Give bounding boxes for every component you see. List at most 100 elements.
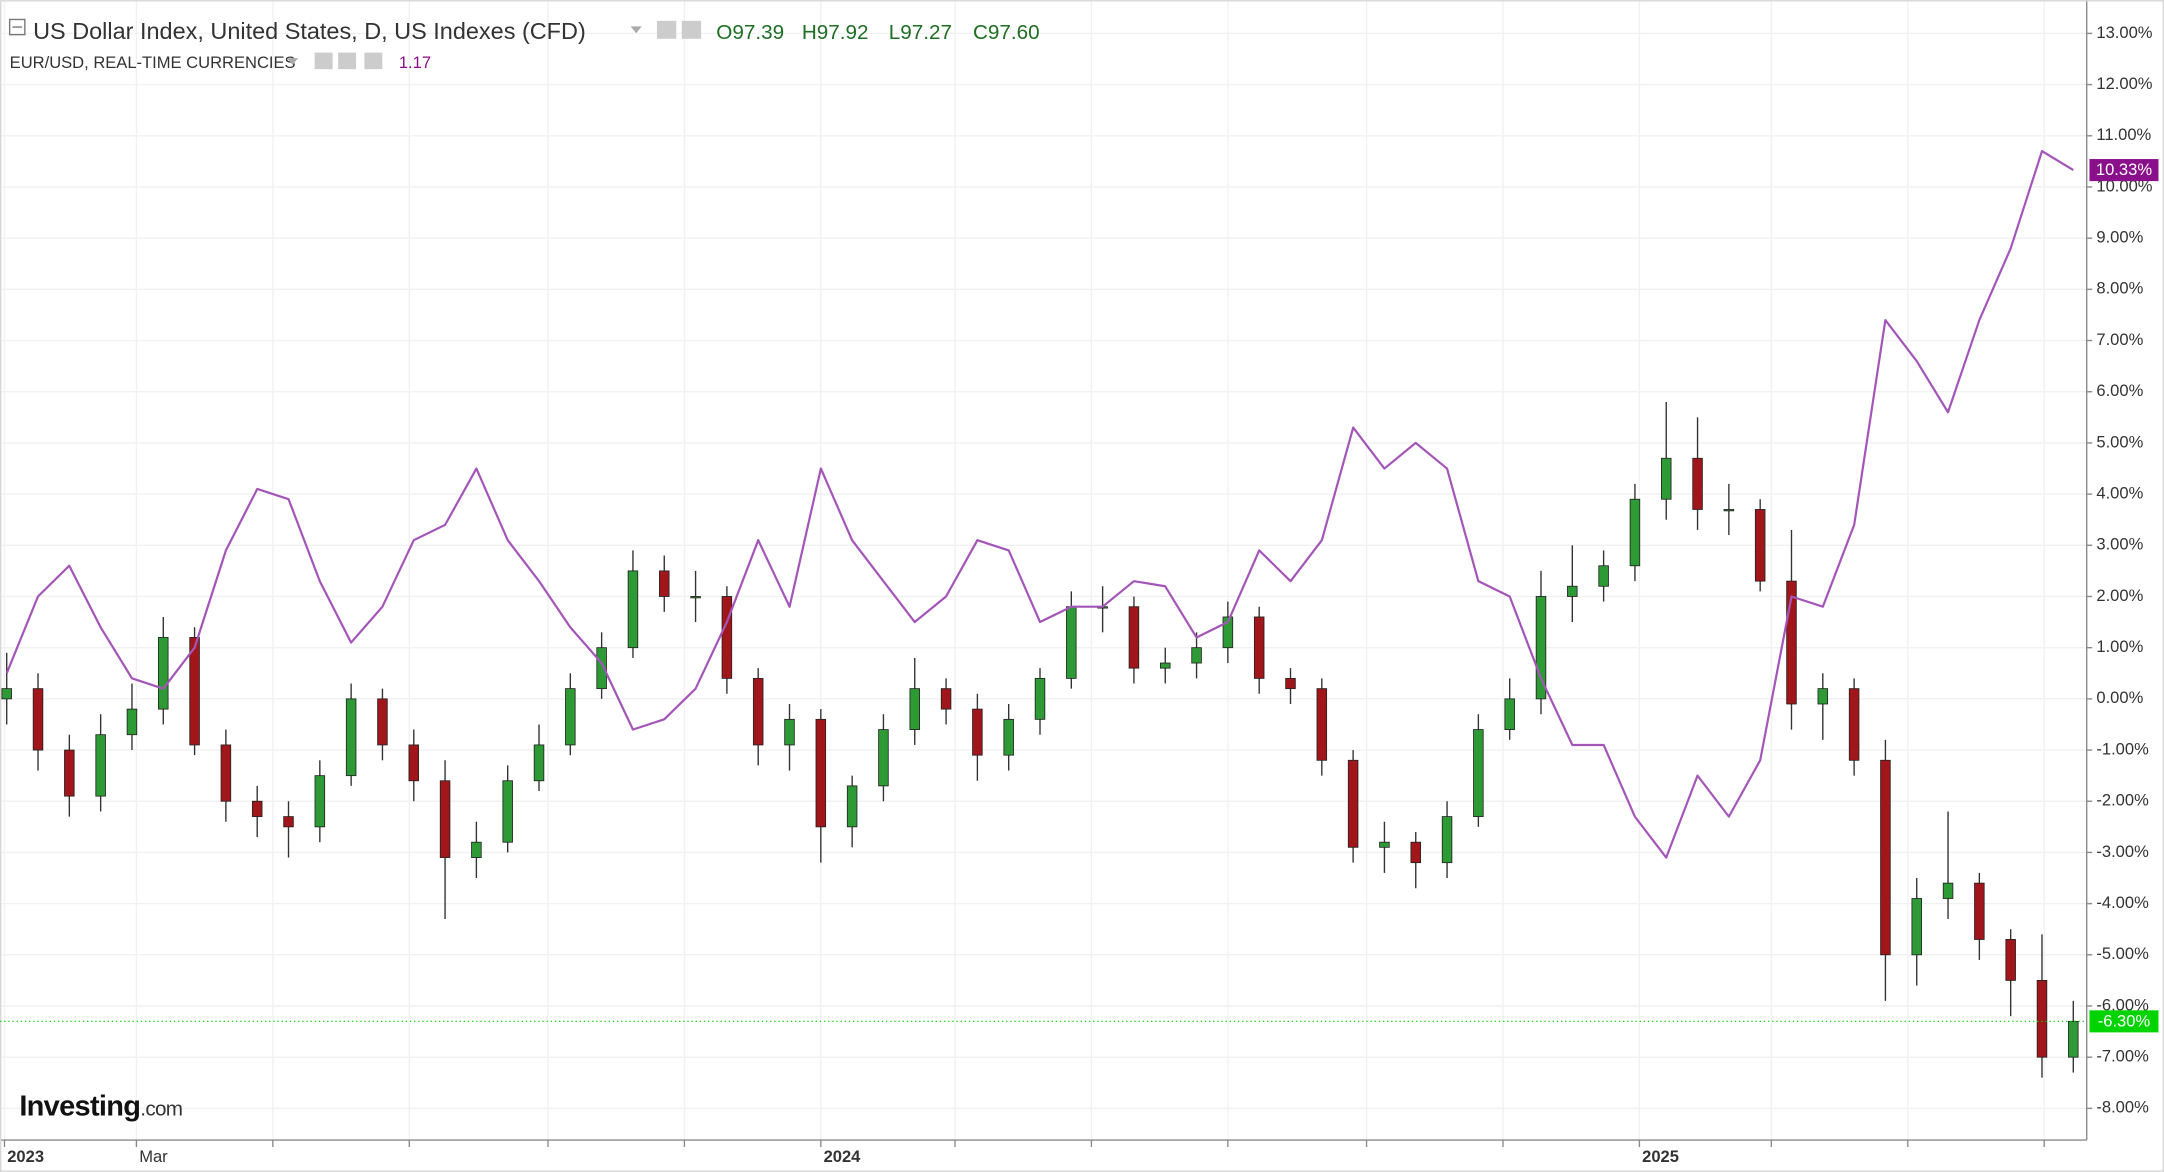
last-value-tag — [2089, 159, 2159, 182]
candle-body — [1003, 718, 1014, 756]
candle-body — [909, 688, 920, 730]
candle-body — [1817, 688, 1829, 705]
x-tick-label: Mar — [139, 1147, 168, 1166]
remove-icon[interactable] — [364, 52, 383, 70]
y-tick-label: -8.00% — [2096, 1098, 2149, 1117]
candle-body — [1692, 457, 1703, 510]
candle-body — [439, 780, 451, 858]
candle-body — [1473, 729, 1484, 818]
candle-body — [1, 688, 12, 700]
candle-body — [95, 734, 106, 797]
candle-body — [1942, 882, 1954, 899]
x-tick-label: 2023 — [7, 1147, 44, 1166]
candle-body — [1974, 882, 1985, 940]
settings-icon[interactable] — [681, 20, 702, 39]
candle-body — [1660, 457, 1672, 500]
settings-icon[interactable] — [338, 52, 357, 70]
logo: Investing.com — [19, 1090, 183, 1122]
candle-body — [1191, 647, 1202, 664]
x-tick-label: 2024 — [824, 1147, 862, 1166]
settings-icon[interactable] — [314, 52, 333, 70]
y-tick-label: -3.00% — [2096, 842, 2149, 861]
y-tick-label: 12.00% — [2096, 74, 2152, 93]
candle-body — [283, 816, 294, 828]
plot — [1, 150, 2079, 1078]
candle-body — [878, 729, 889, 787]
candle-body — [408, 744, 420, 782]
y-tick-label: 3.00% — [2096, 535, 2143, 554]
candle-body — [1754, 509, 1766, 582]
dropdown-arrow[interactable] — [287, 58, 299, 66]
candle-body — [1066, 606, 1077, 679]
collapse-icon[interactable] — [8, 18, 26, 36]
candle-body — [158, 637, 169, 710]
candle-body — [1034, 677, 1046, 720]
candle-body — [1880, 759, 1891, 956]
y-tick-label: 8.00% — [2096, 279, 2143, 298]
x-tick-label: 2025 — [1642, 1147, 1679, 1166]
candle-body — [596, 647, 607, 690]
candle-body — [533, 744, 545, 782]
candle-body — [251, 800, 263, 818]
candle-body — [1911, 898, 1922, 956]
ohlc-high: H97.92 — [802, 21, 869, 44]
candle-body — [1316, 688, 1328, 761]
candle-body — [1160, 662, 1171, 669]
series-price: 1.17 — [399, 53, 431, 72]
candle-body — [189, 637, 200, 746]
y-tick-label: -1.00% — [2096, 739, 2149, 758]
candle-body — [1441, 816, 1453, 864]
y-tick-label: 13.00% — [2096, 23, 2152, 42]
candle-body — [1567, 585, 1578, 597]
candle-body — [721, 596, 733, 679]
ohlc-open: O97.39 — [716, 21, 784, 44]
candle-body — [502, 780, 513, 843]
y-tick-label: 11.00% — [2096, 125, 2151, 144]
dropdown-arrow[interactable] — [630, 26, 642, 34]
y-tick-label: 5.00% — [2096, 432, 2143, 451]
candle-body — [345, 698, 357, 777]
y-tick-label: -6.00% — [2096, 995, 2149, 1014]
candle-body — [1128, 606, 1140, 669]
candle-body — [471, 841, 482, 858]
candle-body — [752, 677, 764, 746]
candle-body — [972, 708, 983, 756]
y-tick-label: 2.00% — [2096, 586, 2143, 605]
last-price-label: -6.30% — [2098, 1011, 2151, 1030]
settings-icon[interactable] — [656, 20, 677, 39]
legend: US Dollar Index, United States, D, US In… — [8, 18, 1040, 72]
candle-body — [2005, 939, 2016, 981]
y-tick-label: 9.00% — [2096, 228, 2143, 247]
candle-body — [32, 688, 44, 751]
legend-title: US Dollar Index, United States, D, US In… — [33, 18, 586, 44]
candle-body — [2036, 979, 2048, 1058]
candle-body — [659, 570, 670, 597]
candle-body — [1848, 688, 1860, 761]
candle-body — [220, 744, 232, 802]
candle-body — [815, 718, 827, 828]
candle-body — [314, 775, 326, 828]
candle-body — [1347, 759, 1359, 848]
candle-body — [1723, 509, 1735, 512]
candle-body — [1535, 596, 1547, 700]
candle-body — [64, 749, 75, 797]
candle-body — [377, 698, 388, 746]
candle-body — [1598, 565, 1609, 587]
candle-body — [1786, 580, 1797, 705]
legend-series: EUR/USD, REAL-TIME CURRENCIES — [10, 53, 296, 72]
candle-body — [1410, 841, 1421, 864]
candle-body — [1253, 616, 1265, 679]
last-price-tag — [2089, 1010, 2159, 1033]
candle-body — [627, 570, 639, 649]
y-tick-label: -2.00% — [2096, 791, 2149, 810]
last-value-label: 10.33% — [2096, 160, 2152, 179]
candle-body — [1379, 841, 1390, 848]
y-tick-label: 4.00% — [2096, 483, 2143, 502]
candle-body — [1629, 498, 1641, 567]
candle-body — [565, 688, 576, 746]
y-tick-label: -7.00% — [2096, 1047, 2149, 1066]
ohlc-low: L97.27 — [889, 21, 952, 44]
y-tick-label: 6.00% — [2096, 381, 2143, 400]
